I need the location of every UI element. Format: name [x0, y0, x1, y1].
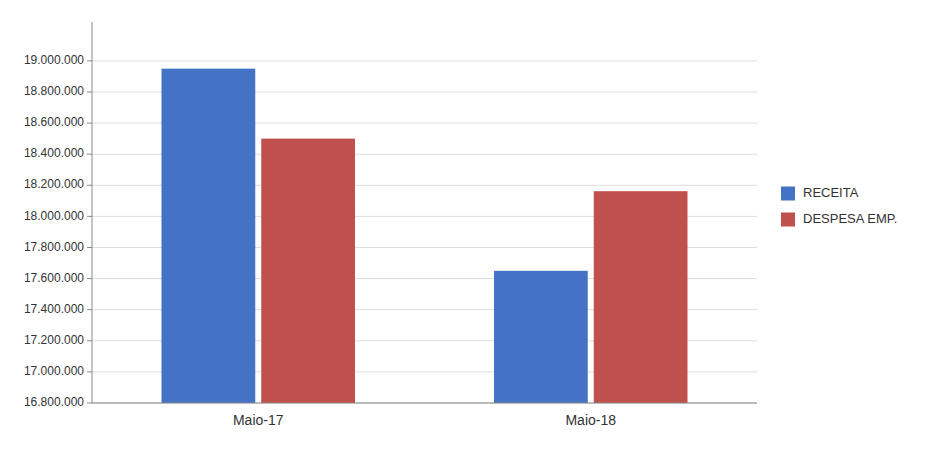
- bars: [162, 69, 688, 403]
- y-tick-label: 17.400.000: [24, 302, 84, 316]
- y-tick: [87, 247, 92, 248]
- y-tick: [87, 154, 92, 155]
- chart-svg: 16.800.000 17.000.000 17.200.000 17.400.000…: [0, 0, 932, 451]
- bar: [261, 139, 355, 403]
- y-tick-label: 18.600.000: [24, 115, 84, 129]
- y-tick: [87, 60, 92, 61]
- y-tick-label: 18.400.000: [24, 146, 84, 160]
- legend-label: DESPESA EMP.: [803, 211, 897, 226]
- y-tick-label: 16.800.000: [24, 395, 84, 409]
- bar: [594, 191, 688, 403]
- y-tick: [87, 309, 92, 310]
- y-tick-label: 18.800.000: [24, 84, 84, 98]
- x-axis-line: [92, 403, 757, 404]
- y-axis-line: [92, 22, 93, 403]
- grid-line: [92, 403, 757, 404]
- y-tick: [87, 340, 92, 341]
- y-tick-label: 18.200.000: [24, 177, 84, 191]
- y-tick-label: 17.600.000: [24, 271, 84, 285]
- grid: [92, 61, 757, 403]
- legend-swatch: [781, 213, 795, 227]
- y-tick: [87, 216, 92, 217]
- y-tick-label: 17.800.000: [24, 240, 84, 254]
- x-axis: Maio-17 Maio-18: [92, 403, 757, 428]
- y-tick-label: 17.000.000: [24, 364, 84, 378]
- y-tick-label: 18.000.000: [24, 209, 84, 223]
- x-tick-label: Maio-18: [565, 412, 616, 428]
- y-tick-label: 19.000.000: [24, 53, 84, 67]
- chart-container: 16.800.000 17.000.000 17.200.000 17.400.000…: [0, 0, 932, 451]
- legend-label: RECEITA: [803, 185, 859, 200]
- y-tick: [87, 185, 92, 186]
- grid-line: [92, 60, 757, 61]
- y-tick-label: 17.200.000: [24, 333, 84, 347]
- y-tick: [87, 403, 92, 404]
- x-tick-label: Maio-17: [233, 412, 284, 428]
- legend: RECEITA DESPESA EMP.: [781, 185, 897, 227]
- bar: [494, 271, 588, 403]
- y-tick: [87, 278, 92, 279]
- y-tick: [87, 371, 92, 372]
- y-tick: [87, 91, 92, 92]
- y-tick: [87, 123, 92, 124]
- bar: [162, 69, 256, 403]
- y-axis: 16.800.000 17.000.000 17.200.000 17.400.000…: [24, 22, 92, 409]
- legend-swatch: [781, 187, 795, 201]
